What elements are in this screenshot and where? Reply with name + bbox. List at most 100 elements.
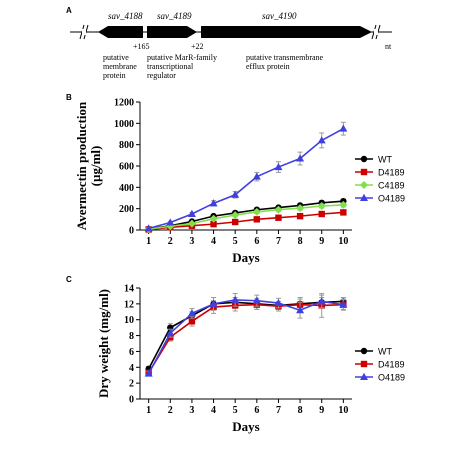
legend-item-d4189: D4189	[355, 360, 405, 370]
legend-label: O4189	[378, 194, 405, 204]
data-point	[339, 300, 348, 308]
x-tick-label: 1	[146, 405, 151, 416]
data-point	[231, 295, 240, 303]
distance-label-right: +22	[191, 42, 204, 51]
series-c4189	[144, 200, 348, 234]
x-tick-label: 9	[319, 405, 324, 416]
legend-marker	[360, 360, 368, 368]
x-tick-label: 3	[189, 236, 194, 247]
desc-sav-4189: putative MarR-family transcriptional reg…	[147, 53, 217, 80]
gene-arrow-sav-4190	[201, 26, 372, 38]
legend: WT D4189 O4189	[355, 347, 405, 383]
data-point	[274, 162, 283, 171]
legend-item-o4189: O4189	[355, 373, 405, 383]
svg-text:putative MarR-family: putative MarR-family	[147, 53, 217, 62]
x-tick-label: 4	[211, 405, 216, 416]
y-tick-label: 2	[129, 379, 134, 390]
y-tick-label: 0	[129, 395, 134, 406]
x-tick-label: 2	[168, 236, 173, 247]
y-axis-title-line: Avermectin production	[74, 101, 89, 230]
panel-c-letter: C	[66, 275, 72, 284]
series-group	[144, 121, 348, 234]
data-point	[210, 220, 217, 228]
series-d4189	[145, 293, 347, 377]
y-tick-label: 4	[129, 363, 134, 374]
chart-avermectin-production: B Avermectin production (µg/ml) 0 200 400 60…	[66, 93, 405, 265]
data-point	[144, 369, 153, 377]
legend-label: C4189	[378, 181, 405, 191]
gene-arrow-sav-4189	[147, 26, 197, 38]
panel-a-letter: A	[66, 6, 72, 15]
data-point	[274, 298, 283, 307]
data-point	[317, 202, 326, 210]
legend-label: WT	[378, 155, 392, 165]
data-point	[144, 224, 153, 232]
axes: 0 200 400 600 800 1000 1200 1 2 3 4 5 6 7 8 9 10	[114, 98, 352, 247]
data-point	[296, 306, 305, 314]
y-axis-title: Avermectin production (µg/ml)	[74, 101, 103, 230]
x-tick-label: 7	[276, 405, 281, 416]
data-point	[339, 124, 348, 132]
data-point	[252, 207, 261, 216]
series-line	[148, 200, 344, 230]
data-point	[275, 214, 282, 221]
panel-a: A sav_4188 sav_4189 sav_4190 +165 +22 nt…	[66, 6, 392, 80]
y-tick-label: 10	[124, 315, 134, 326]
x-tick-label: 5	[233, 405, 238, 416]
y-axis-title-line: (µg/ml)	[88, 146, 103, 187]
break-mark-right	[371, 24, 381, 40]
data-point	[166, 218, 175, 226]
series-line	[147, 303, 344, 374]
data-point	[317, 297, 326, 305]
legend-label: D4189	[378, 168, 405, 178]
data-point	[231, 218, 239, 226]
data-point	[318, 210, 325, 218]
series-line	[147, 300, 344, 370]
legend-marker	[360, 372, 368, 380]
y-tick-label: 1000	[114, 119, 134, 130]
x-tick-label: 2	[168, 405, 173, 416]
legend-item-wt: WT	[355, 155, 392, 165]
svg-text:putative: putative	[103, 53, 129, 62]
panel-b-letter: B	[66, 93, 72, 102]
legend-marker	[360, 168, 368, 176]
legend-label: WT	[378, 347, 392, 357]
y-tick-label: 1200	[114, 98, 134, 109]
data-point	[209, 199, 218, 207]
series-wt	[145, 297, 347, 373]
y-tick-label: 0	[129, 226, 134, 237]
x-tick-label: 8	[298, 405, 303, 416]
data-point	[188, 318, 196, 325]
x-tick-label: 5	[233, 236, 238, 247]
desc-sav-4190: putative transmembrane efflux protein	[246, 53, 324, 71]
series-group	[144, 293, 348, 377]
distance-label-left: +165	[133, 42, 150, 51]
x-tick-label: 9	[319, 236, 324, 247]
legend: WT D4189 C4189 O4189	[355, 155, 405, 204]
series-line	[148, 127, 344, 230]
legend-marker	[360, 181, 368, 189]
y-tick-label: 12	[124, 299, 134, 310]
svg-text:regulator: regulator	[147, 71, 176, 80]
y-tick-label: 400	[119, 183, 134, 194]
series-line	[147, 299, 344, 375]
y-axis-title: Dry weight (mg/ml)	[96, 289, 111, 398]
series-line	[148, 204, 344, 230]
data-point	[187, 209, 196, 217]
legend-marker	[360, 193, 368, 201]
y-tick-label: 600	[119, 162, 134, 173]
data-point	[231, 190, 240, 198]
data-point	[296, 204, 305, 213]
data-point	[209, 214, 218, 223]
legend-label: D4189	[378, 360, 405, 370]
data-point	[187, 219, 196, 228]
x-tick-label: 7	[276, 236, 281, 247]
x-tick-label: 6	[254, 405, 259, 416]
break-mark-left	[79, 24, 89, 40]
y-tick-label: 14	[124, 284, 134, 295]
desc-sav-4188: putative membrane protein	[103, 53, 137, 80]
y-tick-label: 200	[119, 204, 134, 215]
legend-item-c4189: C4189	[355, 181, 405, 191]
svg-text:transcriptional: transcriptional	[147, 62, 194, 71]
